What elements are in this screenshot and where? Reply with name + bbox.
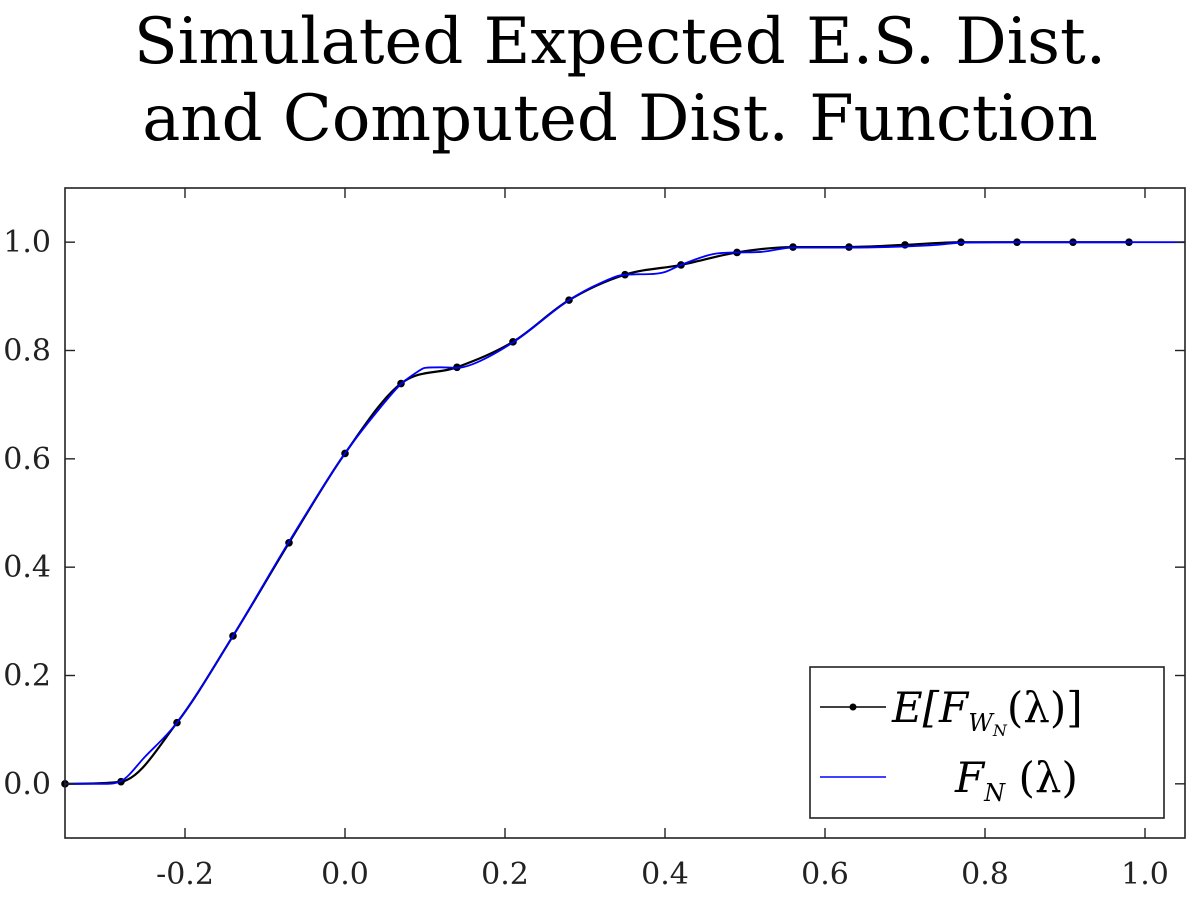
y-tick-label: 0.2 [3,659,51,694]
series-line-2 [64,241,1185,785]
x-tick-label: -0.2 [156,857,214,892]
legend-label-2-suffix: (λ) [1005,753,1078,802]
legend-label-1-subsub: N [992,721,1008,740]
x-tick-label: 0.2 [481,857,529,892]
series-layer [61,238,1185,788]
legend-label-series-2: FN (λ) [954,753,1078,807]
chart-title-line-2: and Computed Dist. Function [142,81,1098,156]
x-tick-label: 0.4 [641,857,689,892]
tick-layer: -0.2 0.0 0.2 0.4 0.6 0.8 1.0 0.0 0.2 0.4 0.6 0.8 1.0 [3,188,1185,892]
y-tick-label: 0.0 [3,767,51,802]
x-tick-label: 0.6 [801,857,849,892]
x-tick-label: 0.8 [961,857,1009,892]
legend-box [809,666,1165,819]
legend-label-2-sub: N [983,779,1006,807]
y-tick-label: 1.0 [3,225,51,260]
y-tick-label: 0.8 [3,334,51,369]
axes-frame [64,187,1186,839]
x-tick-label: 1.0 [1121,857,1169,892]
legend: E[FWN(λ)] FN (λ) [809,666,1165,819]
legend-swatch-marker-series-1 [849,703,857,711]
chart-title-line-1: Simulated Expected E.S. Dist. [133,5,1107,79]
x-tick-label: 0.0 [321,857,369,892]
series-1-point [901,241,909,249]
legend-label-series-1: E[FWN(λ)] [891,683,1083,740]
chart-title: Simulated Expected E.S. Dist. and Comput… [0,4,1200,158]
y-tick-label: 0.6 [3,442,51,477]
legend-label-1-prefix: E[F [891,683,970,732]
legend-label-1-suffix: (λ)] [1007,683,1083,732]
legend-label-1-sub: W [968,709,995,737]
y-tick-label: 0.4 [3,550,51,585]
legend-label-2-prefix: F [954,753,986,802]
